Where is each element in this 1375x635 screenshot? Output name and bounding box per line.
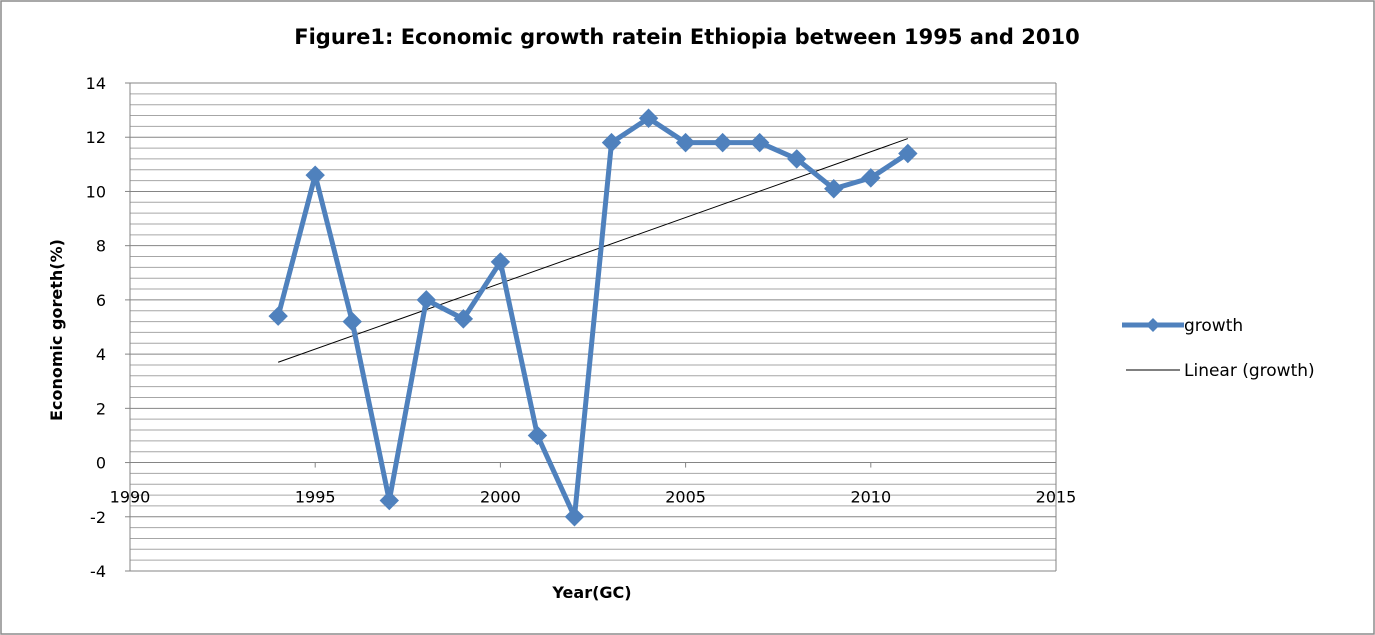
- data-point-marker: [638, 108, 659, 128]
- x-axis-title: Year(GC): [551, 583, 631, 602]
- tick-labels: -4 -2 0 2 4 6 8 10 12 14 1990 1995 2000 2005 2010 2015: [86, 74, 1077, 581]
- y-tick-label: 14: [86, 74, 106, 93]
- chart-title: Figure1: Economic growth ratein Ethiopia…: [294, 25, 1079, 49]
- y-tick-label: 6: [96, 291, 106, 310]
- data-point-marker: [379, 490, 399, 511]
- data-point-marker: [268, 306, 288, 326]
- data-point-marker: [601, 132, 622, 153]
- data-point-marker: [342, 311, 362, 332]
- legend-label: growth: [1184, 316, 1243, 336]
- data-point-marker: [305, 165, 325, 185]
- data-point-marker: [564, 507, 585, 527]
- y-axis-title: Economic goreth(%): [47, 239, 66, 421]
- data-point-marker: [824, 179, 844, 199]
- x-tick-label: 2015: [1036, 488, 1077, 507]
- x-tick-label: 1990: [110, 488, 151, 507]
- data-point-marker: [490, 252, 511, 272]
- x-tick-label: 2000: [480, 488, 521, 507]
- data-point-marker: [416, 290, 437, 310]
- y-tick-label: -4: [90, 562, 106, 581]
- y-tick-label: 12: [86, 128, 106, 147]
- data-point-marker: [527, 425, 548, 446]
- x-tick-label: 2005: [665, 488, 706, 507]
- legend: growth Linear (growth): [1122, 316, 1315, 381]
- y-tick-label: -2: [90, 508, 106, 527]
- data-point-marker: [861, 168, 881, 188]
- axes: [125, 82, 1057, 572]
- y-tick-label: 4: [96, 345, 106, 364]
- x-tick-label: 1995: [295, 488, 336, 507]
- x-tick-label: 2010: [850, 488, 891, 507]
- series-layer: [268, 108, 918, 527]
- series-line-growth: [275, 115, 910, 520]
- trendline-layer: [277, 138, 909, 363]
- y-tick-label: 10: [86, 182, 106, 201]
- trendline: [277, 138, 909, 363]
- legend-label: Linear (growth): [1184, 361, 1315, 381]
- data-point-marker: [712, 132, 733, 153]
- data-point-marker: [749, 132, 770, 153]
- data-point-marker: [675, 132, 696, 153]
- data-point-marker: [453, 309, 474, 329]
- y-tick-label: 0: [96, 454, 106, 473]
- legend-marker: [1146, 318, 1160, 332]
- y-tick-label: 2: [96, 399, 106, 418]
- data-point-marker: [787, 149, 807, 169]
- data-point-marker: [898, 143, 918, 164]
- y-tick-label: 8: [96, 237, 106, 256]
